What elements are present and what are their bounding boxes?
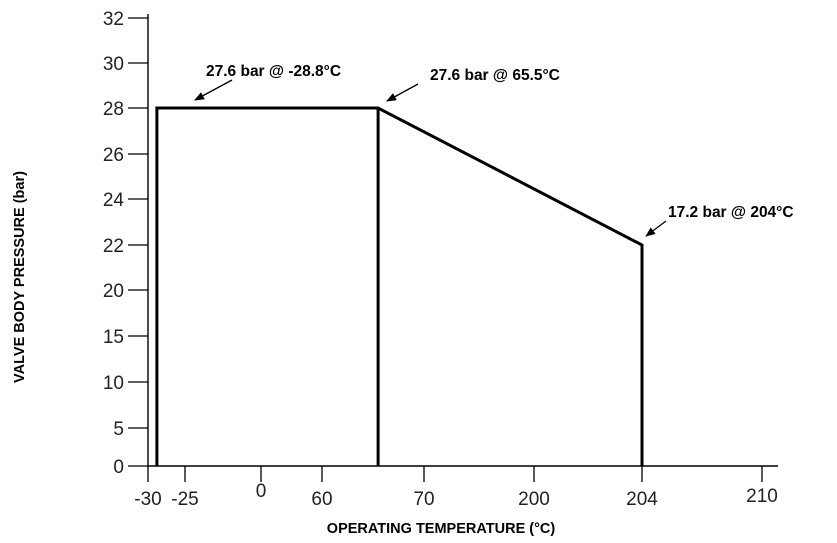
y-tick-label: 22 — [103, 236, 124, 257]
annotation-arrow — [645, 220, 667, 237]
x-tick-label: 210 — [746, 486, 778, 507]
annotation-label: 27.6 bar @ -28.8°C — [206, 63, 341, 80]
y-tick-label: 0 — [113, 457, 124, 478]
x-tick-label: 200 — [518, 489, 550, 510]
axes — [147, 14, 778, 467]
y-axis-title: VALVE BODY PRESSURE (bar) — [12, 171, 28, 383]
x-tick-label: -25 — [171, 489, 198, 510]
y-tick-label: 20 — [103, 281, 124, 302]
x-tick-label: 0 — [256, 481, 267, 502]
y-tick-label: 28 — [103, 99, 124, 120]
x-tick-label: 204 — [626, 489, 658, 510]
y-tick-label: 30 — [103, 54, 124, 75]
x-ticks: -30 -25 0 60 70 200 204 210 — [134, 466, 778, 510]
annotation-label: 17.2 bar @ 204°C — [668, 204, 794, 221]
x-tick-label: 60 — [311, 489, 332, 510]
series-layer — [155, 106, 644, 467]
y-tick-label: 5 — [113, 419, 124, 440]
annotation-arrow — [194, 79, 233, 101]
annotation-layer: 27.6 bar @ -28.8°C 27.6 bar @ 65.5°C 17.2 … — [194, 63, 794, 237]
x-tick-label: -30 — [134, 489, 161, 510]
y-tick-label: 26 — [103, 145, 124, 166]
y-tick-label: 32 — [103, 9, 124, 30]
y-tick-label: 15 — [103, 327, 124, 348]
annotation-label: 27.6 bar @ 65.5°C — [430, 67, 560, 84]
series-line — [155, 106, 644, 466]
y-tick-label: 10 — [103, 373, 124, 394]
x-axis-title: OPERATING TEMPERATURE (°C) — [327, 521, 556, 537]
annotation-arrow — [386, 83, 419, 102]
y-ticks: 0 5 10 15 20 22 24 26 28 30 32 — [103, 9, 148, 478]
x-tick-label: 70 — [413, 489, 434, 510]
y-tick-label: 24 — [103, 190, 125, 211]
